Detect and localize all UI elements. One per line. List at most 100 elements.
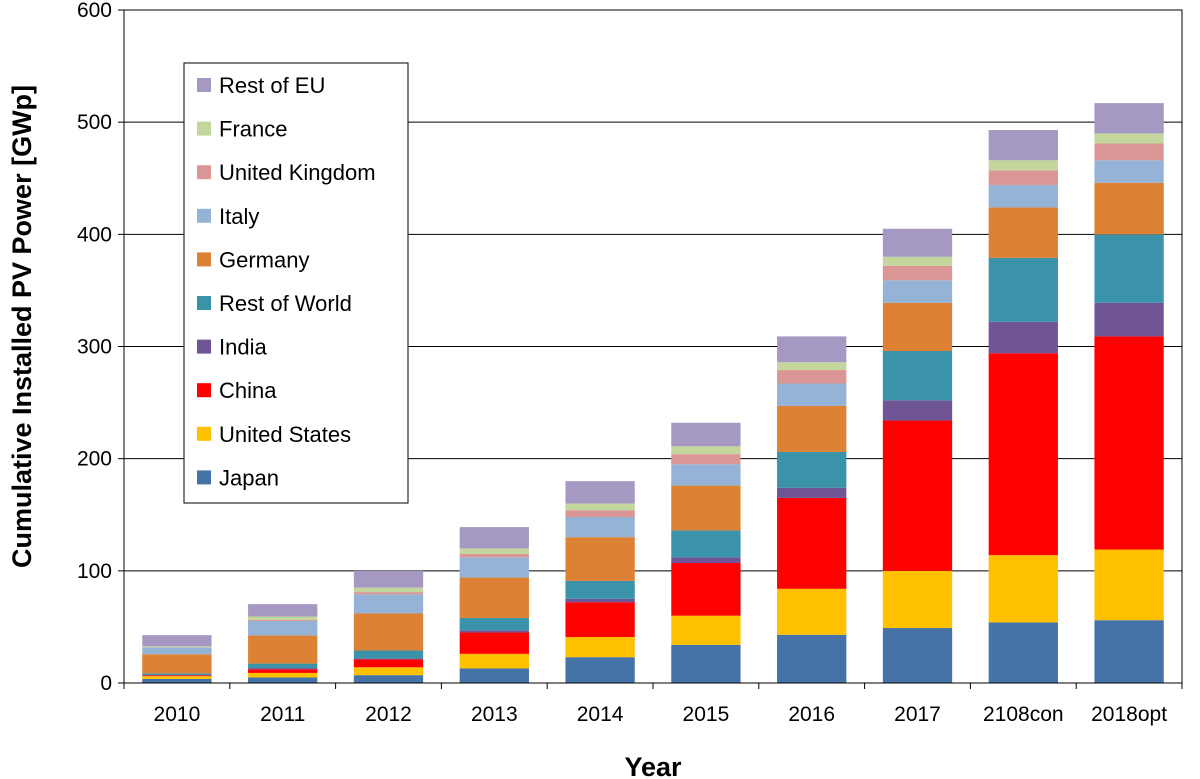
bar-segment-rest-of-eu <box>459 527 529 549</box>
bar-segment-france <box>1094 133 1164 144</box>
bar-segment-france <box>882 256 953 266</box>
bar-segment-italy <box>353 594 424 614</box>
bar-segment-france <box>671 446 741 455</box>
bar-segment-japan <box>142 678 212 683</box>
bar-stack-2015 <box>671 422 741 683</box>
bar-segment-china <box>882 420 953 571</box>
bar-segment-france <box>142 646 212 648</box>
bar-segment-china <box>353 659 424 668</box>
bar-segment-china <box>142 675 212 677</box>
legend-swatch <box>197 165 211 180</box>
legend-swatch <box>197 208 211 223</box>
bar-segment-france <box>988 160 1058 171</box>
bar-segment-germany <box>142 654 212 674</box>
bar-segment-china <box>248 669 318 673</box>
x-tick-label: 2015 <box>683 703 730 726</box>
bar-segment-china <box>671 562 741 616</box>
bar-segment-india <box>882 400 953 421</box>
x-tick-label: 2018opt <box>1091 703 1167 726</box>
bar-segment-germany <box>671 485 741 531</box>
bar-segment-germany <box>777 405 847 452</box>
bar-segment-rest-of-eu <box>248 604 318 617</box>
bar-segment-rest-of-world <box>353 650 424 659</box>
legend-label: Germany <box>219 247 309 272</box>
legend-label: Rest of World <box>219 291 352 316</box>
bar-segment-united-states <box>565 637 635 658</box>
bar-segment-japan <box>671 644 741 683</box>
bar-segment-united-states <box>882 570 953 629</box>
bar-segment-united-states <box>777 588 847 635</box>
x-tick-label: 2010 <box>154 703 201 726</box>
y-tick-label: 0 <box>100 672 112 695</box>
bar-segment-india <box>777 487 847 498</box>
bar-segment-germany <box>988 207 1058 258</box>
bar-segment-rest-of-world <box>459 617 529 631</box>
legend-label: Rest of EU <box>219 73 325 98</box>
bar-segment-india <box>248 668 318 670</box>
bar-segment-italy <box>671 464 741 486</box>
bar-segment-united-kingdom <box>671 454 741 465</box>
y-tick-label: 100 <box>77 560 112 583</box>
bar-stack-2018opt <box>1094 103 1164 683</box>
legend-label: Japan <box>219 465 279 490</box>
legend-item: United States <box>197 422 351 447</box>
legend-item: Rest of World <box>197 291 352 316</box>
bar-segment-india <box>565 598 635 603</box>
bar-segment-france <box>777 362 847 371</box>
x-tick-label: 2012 <box>365 703 412 726</box>
legend: Rest of EU France United Kingdom Italy Germa… <box>183 62 409 504</box>
y-tick-label: 500 <box>77 111 112 134</box>
x-tick-label: 2014 <box>577 703 624 726</box>
y-axis-ticks: 0 100 200 300 400 500 600 <box>77 0 124 695</box>
bar-segment-italy <box>142 647 212 655</box>
bar-segment-china <box>459 632 529 654</box>
bar-segment-france <box>248 616 318 620</box>
bar-segment-france <box>565 503 635 511</box>
y-tick-label: 300 <box>77 336 112 359</box>
legend-label: Italy <box>219 204 259 229</box>
bar-segment-france <box>459 548 529 555</box>
bar-stack-2016 <box>777 336 847 683</box>
bar-segment-united-states <box>988 555 1058 623</box>
bar-segment-united-states <box>1094 549 1164 621</box>
bar-segment-italy <box>777 383 847 406</box>
bar-segment-germany <box>1094 182 1164 235</box>
legend-item: Japan <box>197 465 279 490</box>
legend-item: India <box>197 335 267 360</box>
bar-stack-2013 <box>459 527 529 683</box>
bar-segment-japan <box>248 677 318 683</box>
bar-segment-italy <box>882 280 953 303</box>
bar-segment-rest-of-world <box>777 451 847 488</box>
bar-segment-india <box>988 321 1058 354</box>
bar-segment-united-states <box>671 615 741 645</box>
legend-label: China <box>219 378 277 403</box>
y-tick-label: 600 <box>77 0 112 22</box>
legend-swatch <box>197 383 211 398</box>
legend-item: Rest of EU <box>197 73 325 98</box>
y-axis-title: Cumulative Installed PV Power [GWp] <box>7 85 37 568</box>
legend-swatch <box>197 78 211 92</box>
bar-segment-united-kingdom <box>248 619 318 621</box>
legend-item: China <box>197 378 277 403</box>
bar-segment-united-kingdom <box>353 592 424 595</box>
bar-segment-rest-of-eu <box>882 228 953 257</box>
legend-item: Italy <box>197 204 259 229</box>
bar-segment-rest-of-world <box>671 530 741 558</box>
bar-segment-rest-of-eu <box>353 570 424 588</box>
x-axis-title: Year <box>624 752 682 779</box>
bars <box>142 103 1164 683</box>
bar-segment-japan <box>777 634 847 683</box>
legend-box <box>183 62 409 504</box>
x-tick-label: 2011 <box>260 703 305 726</box>
bar-segment-rest-of-eu <box>988 130 1058 161</box>
bar-segment-germany <box>353 613 424 651</box>
legend-label: India <box>219 335 267 360</box>
bar-segment-united-kingdom <box>565 510 635 517</box>
bar-segment-germany <box>248 635 318 664</box>
bar-segment-japan <box>459 668 529 683</box>
legend-item: France <box>197 117 287 142</box>
legend-swatch <box>197 426 211 441</box>
bar-segment-united-states <box>353 667 424 676</box>
bar-segment-china <box>1094 336 1164 550</box>
bar-segment-japan <box>882 628 953 683</box>
